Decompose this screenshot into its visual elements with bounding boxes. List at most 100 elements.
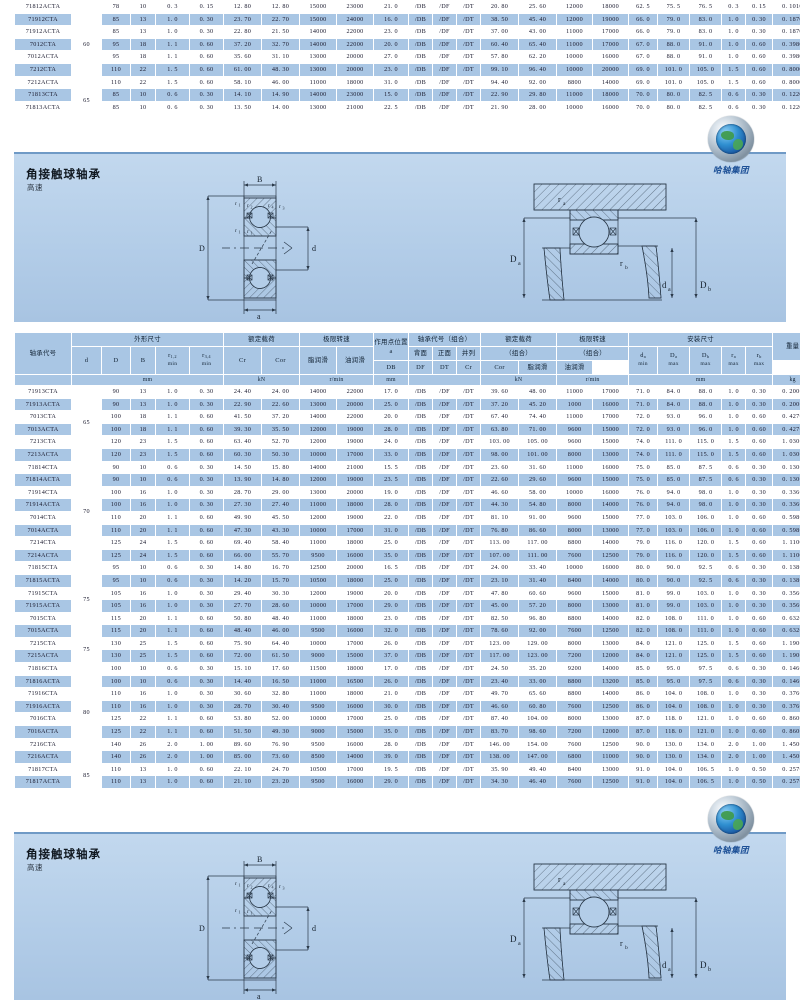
table-row[interactable]: 7214ACTA 125 24 1. 5 0. 60 66. 00 55. 70 9500 16… [14, 548, 800, 563]
table-row[interactable]: 71913ACTA 90 13 1. 0 0. 30 22. 90 22. 60 13000 2… [14, 397, 800, 412]
table-row[interactable]: 7013CTA 100 18 1. 1 0. 60 41. 50 37. 20 14000 22… [14, 410, 800, 424]
table-row[interactable]: 7216ACTA 140 26 2. 0 1. 00 85. 00 73. 60 8500 14… [14, 750, 800, 764]
table-row[interactable]: 71916ACTA 110 16 1. 0 0. 30 28. 70 30. 40 9500 1… [14, 699, 800, 714]
cell-value: 47. 30 [223, 523, 263, 538]
table-row[interactable]: 7012ACTA 95 18 1. 1 0. 60 35. 60 31. 10 13000 20… [14, 50, 800, 64]
table-row[interactable]: 71916CTA 110 16 1. 0 0. 30 30. 60 32. 80 11000 1… [14, 687, 800, 701]
table-row[interactable]: 71813CTA 65 85 10 0. 6 0. 30 14. 10 14. 90 14000… [14, 88, 800, 115]
cell-value: 1. 0 [155, 687, 190, 701]
th-group-speed: 极限转速 [299, 332, 375, 347]
cell-value: /DB [408, 636, 434, 651]
cell-value: 0. 6 [721, 674, 747, 689]
cell-value: 20. 0 [373, 410, 410, 424]
cell-value: /DT [456, 435, 482, 449]
cell-value: 0. 30 [188, 599, 225, 613]
table-row[interactable]: 7016ACTA 125 22 1. 1 0. 60 51. 50 49. 30 9000 15… [14, 725, 800, 739]
cell-value: 1. 0 [721, 485, 747, 500]
cell-value: 17000 [336, 523, 375, 538]
cell-value: /DF [432, 775, 458, 789]
cell-value: 0. 30 [188, 586, 225, 601]
cell-value: 13. 50 [223, 100, 262, 115]
table-row[interactable]: 7215CTA 75 130 25 1. 5 0. 60 75. 90 64. 40 10000… [14, 636, 800, 664]
th-r12-sub: 1,2 [170, 354, 177, 360]
cell-value: 82. 5 [689, 100, 722, 115]
cell-bearing-code: 71916ACTA [14, 699, 72, 714]
table-row[interactable]: 7213ACTA 120 23 1. 5 0. 60 60. 30 50. 30 10000 1… [14, 447, 800, 462]
cell-value: 1. 1 [155, 611, 190, 626]
cell-value: /DB [408, 624, 434, 638]
table-row[interactable]: 7212ACTA 110 22 1. 5 0. 60 58. 10 46. 00 11000 1… [14, 75, 800, 90]
cell-value: 1. 1100 [772, 548, 800, 563]
table-row[interactable]: 71814ACTA 90 10 0. 6 0. 30 13. 90 14. 80 12000 1… [14, 473, 800, 487]
cell-value: 11000 [556, 385, 594, 399]
table-row[interactable]: 71817ACTA 110 13 1. 0 0. 60 21. 10 23. 20 9500 1… [14, 775, 800, 789]
main-table-head: 轴承代号 外形尺寸 额定载荷 极限转速 作用点位置 a 轴承代号（组合） 额定载… [14, 332, 800, 386]
cell-value: 146. 00 [480, 737, 520, 752]
table-row[interactable]: 71914CTA 100 16 1. 0 0. 30 28. 70 29. 00 13000 2… [14, 485, 800, 500]
table-row[interactable]: 7216CTA 140 26 2. 0 1. 00 89. 60 76. 90 9500 160… [14, 737, 800, 752]
table-row[interactable]: 71914ACTA 100 16 1. 0 0. 30 27. 30 27. 40 11000… [14, 498, 800, 512]
cell-value: 0. 60 [745, 510, 774, 525]
cell-value: 15. 5 [373, 460, 410, 475]
cell-value: 1. 1900 [772, 649, 800, 664]
table-row[interactable]: 7214CTA 125 24 1. 5 0. 60 69. 40 58. 40 11000 18… [14, 536, 800, 550]
cell-value: 10000 [556, 485, 594, 500]
table-row[interactable]: 7015CTA 115 20 1. 1 0. 60 50. 80 48. 40 11000 18… [14, 611, 800, 626]
table-row[interactable]: 71913CTA 65 90 13 1. 0 0. 30 24. 40 24. 00 14000… [14, 385, 800, 462]
table-row[interactable]: 7215ACTA 130 25 1. 5 0. 60 72. 00 61. 50 9000 15… [14, 649, 800, 664]
th-rb-sub: b [759, 354, 762, 360]
table-row[interactable]: 71815ACTA 95 10 0. 6 0. 30 14. 20 15. 70 10500 1… [14, 573, 800, 588]
cell-value: 12500 [592, 699, 630, 714]
cell-value: 10 [130, 0, 156, 14]
cell-value: 28. 0 [373, 422, 410, 437]
bore-diameter-group-cell: 75 [71, 561, 102, 638]
cell-value: 140 [101, 750, 131, 764]
cell-value: 100 [101, 662, 131, 676]
cell-value: 76. 5 [689, 0, 722, 14]
cell-bearing-code: 7012ACTA [14, 50, 72, 64]
table-row[interactable]: 71813ACTA 85 10 0. 6 0. 30 13. 50 14. 00 13000 2… [14, 100, 800, 115]
table-row[interactable]: 71812ACTA 60 78 10 0. 3 0. 15 12. 80 12. 80 1500… [14, 0, 800, 90]
cell-value: 23 [130, 447, 156, 462]
cell-bearing-code: 71814CTA [14, 460, 72, 475]
cell-value: /DT [456, 473, 482, 487]
cell-value: 27. 70 [223, 599, 263, 613]
table-row[interactable]: 71815CTA 75 95 10 0. 6 0. 30 14. 80 16. 70 12500… [14, 561, 800, 638]
table-row[interactable]: 7014ACTA 110 20 1. 1 0. 60 47. 30 43. 30 10000 1… [14, 523, 800, 538]
cell-value: 0. 2000 [772, 397, 800, 412]
cell-value: /DF [432, 586, 458, 601]
cell-value: 0. 30 [745, 699, 774, 714]
table-row[interactable]: 7213CTA 120 23 1. 5 0. 60 63. 40 52. 70 12000 19… [14, 435, 800, 449]
table-row[interactable]: 71817CTA 85 110 13 1. 0 0. 60 22. 10 24. 70 1050… [14, 762, 800, 790]
cell-value: /DT [456, 460, 482, 475]
cell-value: 11000 [299, 611, 338, 626]
cell-value: 88. 0 [689, 397, 723, 412]
cell-value: 14000 [336, 750, 375, 764]
table-row[interactable]: 7212CTA 110 22 1. 5 0. 60 61. 00 48. 30 13000 20… [14, 62, 800, 77]
cell-value: 8800 [556, 674, 594, 689]
cell-value: 116. 0 [657, 548, 691, 563]
cell-bearing-code: 71912CTA [14, 12, 72, 27]
cell-value: 10 [130, 573, 156, 588]
table-row[interactable]: 71814CTA 70 90 10 0. 6 0. 30 14. 50 15. 80 14000… [14, 460, 800, 563]
table-row[interactable]: 71915CTA 105 16 1. 0 0. 30 29. 40 30. 30 12000 1… [14, 586, 800, 601]
cell-value: 27. 40 [261, 498, 301, 512]
table-row[interactable]: 7013ACTA 100 18 1. 1 0. 60 39. 30 35. 50 12000 1… [14, 422, 800, 437]
table-row[interactable]: 71915ACTA 105 16 1. 0 0. 30 27. 70 28. 60 10000… [14, 599, 800, 613]
cell-value: 111. 0 [689, 624, 723, 638]
cell-value: 22. 90 [480, 88, 519, 102]
cell-value: 0. 3980 [772, 37, 800, 52]
cell-value: 0. 3760 [772, 699, 800, 714]
table-row[interactable]: 71816ACTA 100 10 0. 6 0. 30 14. 40 16. 50 11000… [14, 674, 800, 689]
table-row[interactable]: 7016CTA 125 22 1. 1 0. 60 53. 80 52. 00 10000 17… [14, 712, 800, 727]
table-row[interactable]: 7015ACTA 115 20 1. 1 0. 60 48. 40 46. 00 9500 16… [14, 624, 800, 638]
cell-value: /DT [456, 498, 482, 512]
table-row[interactable]: 7014CTA 110 20 1. 1 0. 60 49. 90 45. 50 12000 19… [14, 510, 800, 525]
cell-value: 12000 [592, 649, 630, 664]
table-row[interactable]: 71912CTA 85 13 1. 0 0. 30 23. 70 22. 70 15000 24… [14, 12, 800, 27]
table-row[interactable]: 71816CTA 80 100 10 0. 6 0. 30 15. 10 17. 60 1150… [14, 662, 800, 764]
cell-value: 14000 [592, 536, 630, 550]
cell-value: 1. 0 [155, 762, 190, 777]
table-row[interactable]: 7012CTA 95 18 1. 1 0. 60 37. 20 32. 70 14000 220… [14, 37, 800, 52]
table-row[interactable]: 71912ACTA 85 13 1. 0 0. 30 22. 80 21. 50 14000 2… [14, 25, 800, 39]
